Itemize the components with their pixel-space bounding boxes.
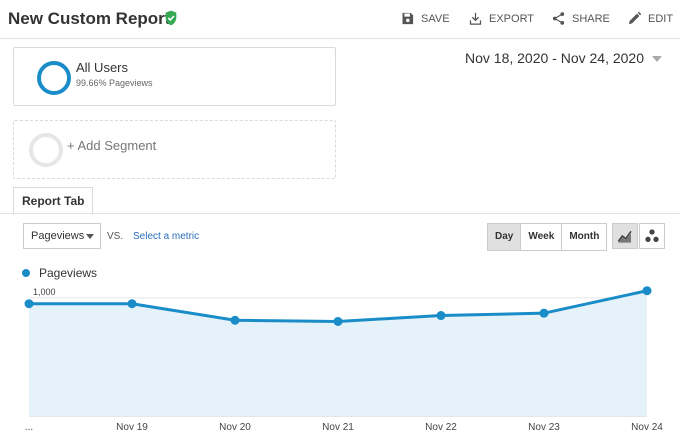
save-button[interactable]: SAVE (400, 11, 450, 26)
edit-button[interactable]: EDIT (627, 11, 673, 26)
add-segment-label: + Add Segment (67, 138, 157, 153)
motion-chart-button[interactable] (639, 223, 665, 249)
x-tick-label: Nov 24 (631, 422, 663, 433)
verified-check-icon (165, 10, 177, 26)
data-point[interactable] (127, 299, 137, 309)
data-point[interactable] (230, 315, 240, 325)
segment-ring-icon (37, 61, 71, 95)
bubble-chart-icon (645, 229, 659, 242)
metric-select[interactable]: Pageviews (23, 223, 101, 249)
month-button[interactable]: Month (562, 224, 607, 250)
share-label: SHARE (572, 12, 610, 25)
series-area (29, 290, 647, 416)
data-point[interactable] (333, 316, 343, 326)
share-button[interactable]: SHARE (551, 11, 610, 26)
x-tick-label: Nov 23 (528, 422, 560, 433)
tab-report[interactable]: Report Tab (13, 187, 94, 215)
date-range-label: Nov 18, 2020 - Nov 24, 2020 (465, 50, 645, 66)
data-point[interactable] (24, 299, 34, 309)
pencil-icon (628, 11, 642, 25)
export-label: EXPORT (489, 12, 535, 25)
week-button[interactable]: Week (521, 224, 563, 250)
segment-name: All Users (76, 60, 129, 75)
export-icon (469, 12, 482, 25)
vs-label: VS. (107, 231, 124, 242)
page-title: New Custom Report (8, 9, 171, 28)
report-header: New Custom Report SAVE EXPORT SHARE EDIT (0, 0, 680, 39)
date-range-picker[interactable]: Nov 18, 2020 - Nov 24, 2020 (465, 50, 663, 66)
add-segment-card[interactable]: + Add Segment (13, 120, 336, 179)
data-point[interactable] (642, 286, 652, 296)
x-tick-label: Nov 22 (425, 422, 457, 433)
export-button[interactable]: EXPORT (468, 11, 534, 26)
select-metric-link[interactable]: Select a metric (133, 231, 200, 242)
line-chart-icon (617, 230, 632, 243)
x-tick-label: Nov 20 (219, 422, 251, 433)
legend-label-pageviews: Pageviews (39, 266, 98, 280)
segment-percent: 99.66% Pageviews (76, 78, 153, 88)
x-tick-label: Nov 19 (116, 422, 148, 433)
save-label: SAVE (421, 12, 450, 25)
chart-legend: Pageviews (22, 266, 97, 280)
metric-select-value: Pageviews (31, 230, 85, 242)
caret-down-icon (652, 56, 663, 62)
day-button[interactable]: Day (488, 224, 522, 250)
legend-swatch (22, 269, 30, 277)
granularity-toggle: Day Week Month (487, 223, 608, 251)
save-icon (402, 12, 414, 25)
data-point[interactable] (539, 308, 549, 318)
empty-segment-ring-icon (29, 133, 63, 167)
y-tick-label: 1,000 (33, 287, 56, 297)
share-icon (552, 12, 565, 25)
line-chart-button[interactable] (612, 223, 638, 249)
edit-label: EDIT (648, 12, 674, 25)
chevron-down-icon (86, 234, 94, 239)
tab-divider (0, 213, 680, 214)
data-point[interactable] (436, 311, 446, 321)
x-tick-label: Nov 21 (322, 422, 354, 433)
segment-all-users[interactable]: All Users 99.66% Pageviews (13, 47, 336, 106)
x-tick-label: ... (25, 422, 33, 433)
